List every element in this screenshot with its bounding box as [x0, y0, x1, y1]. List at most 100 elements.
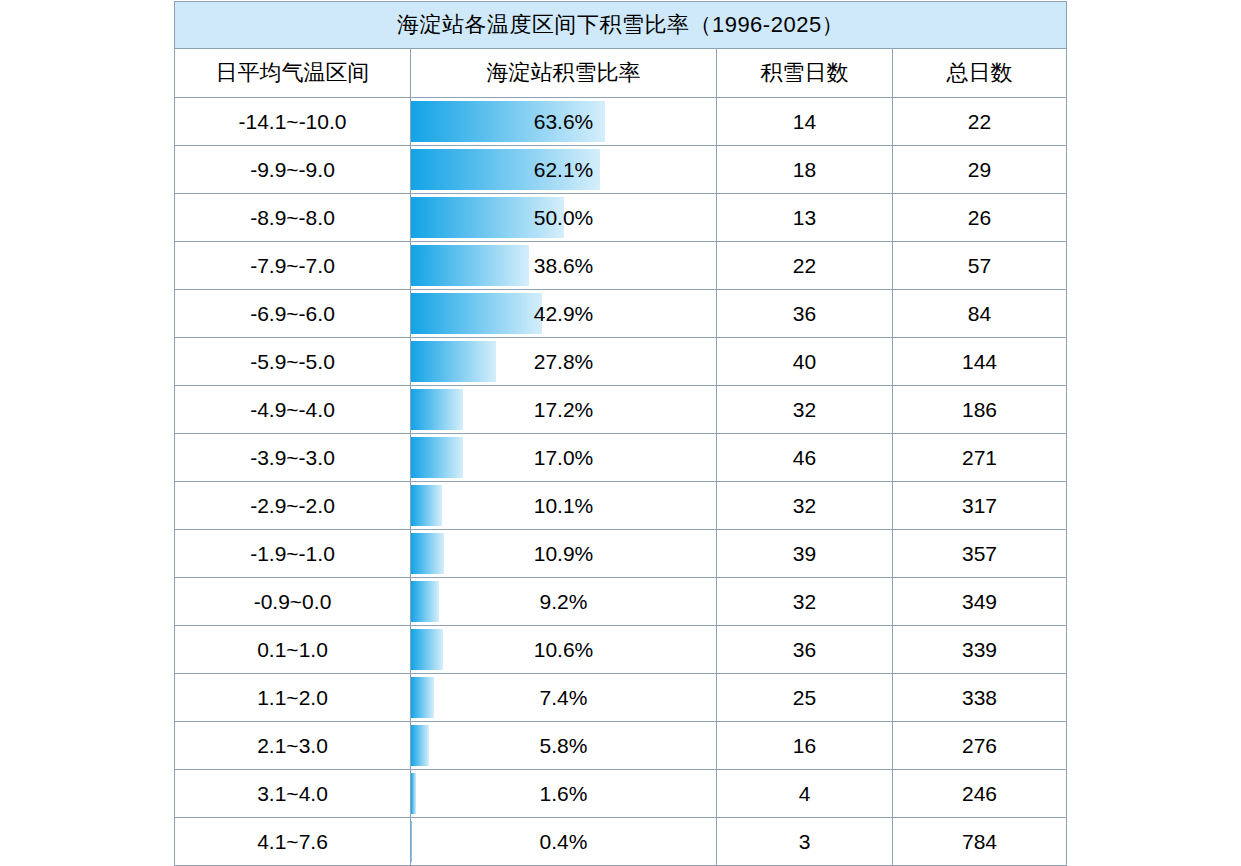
temp-range-cell: -7.9~-7.0 — [175, 242, 411, 290]
total-days-cell: 84 — [893, 290, 1067, 338]
column-header-temp-range: 日平均气温区间 — [175, 49, 411, 98]
temp-range-cell: -0.9~0.0 — [175, 578, 411, 626]
ratio-cell-content: 42.9% — [411, 290, 716, 337]
ratio-cell-content: 9.2% — [411, 578, 716, 625]
snow-ratio-cell: 7.4% — [411, 674, 717, 722]
ratio-cell-content: 38.6% — [411, 242, 716, 289]
column-header-total-days: 总日数 — [893, 49, 1067, 98]
column-header-snow-ratio: 海淀站积雪比率 — [411, 49, 717, 98]
temp-range-cell: -5.9~-5.0 — [175, 338, 411, 386]
snow-days-cell: 32 — [717, 386, 893, 434]
ratio-cell-content: 62.1% — [411, 146, 716, 193]
table-body: -14.1~-10.063.6%1422-9.9~-9.062.1%1829-8… — [175, 98, 1067, 866]
ratio-data-bar — [411, 485, 442, 526]
ratio-value-label: 62.1% — [534, 158, 594, 182]
ratio-value-label: 63.6% — [534, 110, 594, 134]
temp-range-cell: -9.9~-9.0 — [175, 146, 411, 194]
temp-range-cell: -8.9~-8.0 — [175, 194, 411, 242]
ratio-data-bar — [411, 677, 434, 718]
snow-days-cell: 22 — [717, 242, 893, 290]
snow-days-cell: 32 — [717, 482, 893, 530]
ratio-data-bar — [411, 533, 444, 574]
ratio-data-bar — [411, 773, 416, 814]
temp-range-cell: 3.1~4.0 — [175, 770, 411, 818]
ratio-value-label: 5.8% — [540, 734, 588, 758]
ratio-value-label: 27.8% — [534, 350, 594, 374]
snow-days-cell: 4 — [717, 770, 893, 818]
total-days-cell: 276 — [893, 722, 1067, 770]
temp-range-cell: 4.1~7.6 — [175, 818, 411, 866]
snow-days-cell: 14 — [717, 98, 893, 146]
temp-range-cell: 2.1~3.0 — [175, 722, 411, 770]
snow-ratio-cell: 10.1% — [411, 482, 717, 530]
snow-ratio-cell: 10.9% — [411, 530, 717, 578]
snow-ratio-cell: 63.6% — [411, 98, 717, 146]
ratio-cell-content: 63.6% — [411, 98, 716, 145]
table-row: -4.9~-4.017.2%32186 — [175, 386, 1067, 434]
snow-ratio-table: 海淀站各温度区间下积雪比率（1996-2025） 日平均气温区间 海淀站积雪比率… — [174, 1, 1067, 866]
total-days-cell: 349 — [893, 578, 1067, 626]
ratio-cell-content: 10.9% — [411, 530, 716, 577]
ratio-data-bar — [411, 821, 412, 862]
table-header-row: 日平均气温区间 海淀站积雪比率 积雪日数 总日数 — [175, 49, 1067, 98]
table-row: -9.9~-9.062.1%1829 — [175, 146, 1067, 194]
total-days-cell: 271 — [893, 434, 1067, 482]
table-row: 1.1~2.07.4%25338 — [175, 674, 1067, 722]
temp-range-cell: -1.9~-1.0 — [175, 530, 411, 578]
ratio-cell-content: 0.4% — [411, 818, 716, 865]
ratio-cell-content: 17.0% — [411, 434, 716, 481]
snow-ratio-cell: 42.9% — [411, 290, 717, 338]
snow-ratio-cell: 62.1% — [411, 146, 717, 194]
snow-ratio-cell: 50.0% — [411, 194, 717, 242]
snow-days-cell: 46 — [717, 434, 893, 482]
temp-range-cell: 1.1~2.0 — [175, 674, 411, 722]
ratio-cell-content: 50.0% — [411, 194, 716, 241]
ratio-cell-content: 27.8% — [411, 338, 716, 385]
ratio-cell-content: 10.6% — [411, 626, 716, 673]
total-days-cell: 26 — [893, 194, 1067, 242]
total-days-cell: 784 — [893, 818, 1067, 866]
temp-range-cell: -3.9~-3.0 — [175, 434, 411, 482]
table-title: 海淀站各温度区间下积雪比率（1996-2025） — [175, 2, 1067, 49]
snow-days-cell: 40 — [717, 338, 893, 386]
ratio-cell-content: 1.6% — [411, 770, 716, 817]
total-days-cell: 338 — [893, 674, 1067, 722]
table-row: 3.1~4.01.6%4246 — [175, 770, 1067, 818]
ratio-data-bar — [411, 437, 463, 478]
table-row: 4.1~7.60.4%3784 — [175, 818, 1067, 866]
snow-ratio-cell: 1.6% — [411, 770, 717, 818]
snow-ratio-cell: 38.6% — [411, 242, 717, 290]
table-row: 0.1~1.010.6%36339 — [175, 626, 1067, 674]
ratio-data-bar — [411, 293, 542, 334]
temp-range-cell: -6.9~-6.0 — [175, 290, 411, 338]
ratio-data-bar — [411, 629, 443, 670]
snow-days-cell: 13 — [717, 194, 893, 242]
snow-ratio-cell: 5.8% — [411, 722, 717, 770]
snow-ratio-cell: 17.0% — [411, 434, 717, 482]
total-days-cell: 186 — [893, 386, 1067, 434]
temp-range-cell: -14.1~-10.0 — [175, 98, 411, 146]
total-days-cell: 246 — [893, 770, 1067, 818]
temp-range-cell: 0.1~1.0 — [175, 626, 411, 674]
page: 海淀站各温度区间下积雪比率（1996-2025） 日平均气温区间 海淀站积雪比率… — [0, 0, 1241, 866]
snow-ratio-cell: 9.2% — [411, 578, 717, 626]
ratio-data-bar — [411, 581, 439, 622]
total-days-cell: 22 — [893, 98, 1067, 146]
ratio-value-label: 9.2% — [540, 590, 588, 614]
ratio-value-label: 17.0% — [534, 446, 594, 470]
ratio-cell-content: 5.8% — [411, 722, 716, 769]
snow-ratio-cell: 17.2% — [411, 386, 717, 434]
snow-ratio-cell: 27.8% — [411, 338, 717, 386]
total-days-cell: 29 — [893, 146, 1067, 194]
snow-days-cell: 39 — [717, 530, 893, 578]
ratio-value-label: 0.4% — [540, 830, 588, 854]
ratio-value-label: 42.9% — [534, 302, 594, 326]
ratio-data-bar — [411, 725, 429, 766]
snow-days-cell: 32 — [717, 578, 893, 626]
snow-days-cell: 25 — [717, 674, 893, 722]
table-row: -0.9~0.0 9.2% 32349 — [175, 578, 1067, 626]
table-title-row: 海淀站各温度区间下积雪比率（1996-2025） — [175, 2, 1067, 49]
total-days-cell: 357 — [893, 530, 1067, 578]
ratio-value-label: 50.0% — [534, 206, 594, 230]
ratio-value-label: 10.9% — [534, 542, 594, 566]
